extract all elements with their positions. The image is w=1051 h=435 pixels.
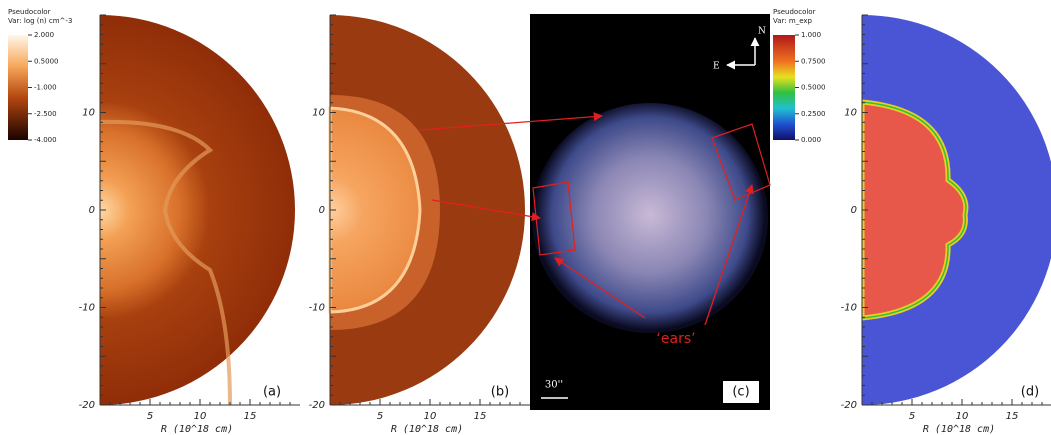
- panel-label-box: [254, 381, 290, 403]
- y-tick-label: -20: [841, 400, 857, 411]
- colorbar-title: Pseudocolor: [8, 8, 51, 16]
- colorbar-variable: Var: log (n) cm^-3: [8, 17, 72, 25]
- panel-label: (d): [1021, 385, 1039, 400]
- x-tick-label: 15: [474, 411, 487, 422]
- colorbar-variable: Var: m_exp: [773, 17, 813, 25]
- arrow: [419, 112, 603, 131]
- x-axis-label: R (10^18 cm): [923, 424, 995, 435]
- ear-box: [711, 123, 771, 201]
- y-tick-label: -10: [309, 303, 325, 314]
- colorbar-label: 0.5000: [34, 57, 59, 65]
- ejecta: [328, 106, 422, 314]
- arrow: [704, 184, 754, 326]
- x-tick-label: 5: [147, 411, 153, 422]
- colorbar-label: 0.2500: [801, 110, 826, 118]
- x-tick-label: 10: [194, 411, 207, 422]
- x-tick-label: 15: [1006, 411, 1019, 422]
- y-tick-label: 10: [844, 108, 857, 119]
- x-axis-label: R (10^18 cm): [161, 424, 233, 435]
- scale-label: 30'': [545, 380, 563, 391]
- colorbar-label: -4.000: [34, 136, 57, 144]
- north-label: N: [758, 27, 766, 37]
- colorbar-label: -1.000: [34, 84, 57, 92]
- y-tick-label: 0: [89, 205, 95, 216]
- x-tick-label: 15: [244, 411, 257, 422]
- panel-label: (c): [732, 385, 749, 400]
- colorbar-label: 0.5000: [801, 84, 826, 92]
- east-label: E: [713, 62, 720, 72]
- colorbar: [8, 35, 28, 140]
- x-tick-label: 10: [424, 411, 437, 422]
- x-tick-label: 10: [956, 411, 969, 422]
- colorbar-label: 0.7500: [801, 57, 826, 65]
- mixing-layer: [862, 101, 967, 319]
- x-axis-label: R (10^18 cm): [391, 424, 463, 435]
- x-tick-label: 5: [909, 411, 915, 422]
- remnant: [532, 103, 768, 333]
- colorbar-label: 2.000: [34, 31, 54, 39]
- y-tick-label: 0: [319, 205, 325, 216]
- panel-label: (a): [263, 385, 281, 400]
- y-tick-label: 0: [851, 205, 857, 216]
- shock-front: [99, 119, 232, 406]
- arrow: [554, 257, 646, 319]
- y-tick-label: -20: [79, 400, 95, 411]
- colorbar: [773, 35, 795, 140]
- y-tick-label: 10: [312, 108, 325, 119]
- colorbar-title: Pseudocolor: [773, 8, 816, 16]
- ears-label: ‘ears’: [656, 331, 695, 347]
- x-tick-label: 5: [377, 411, 383, 422]
- colorbar-label: 0.000: [801, 136, 821, 144]
- density-map: [100, 15, 295, 405]
- colorbar-label: 1.000: [801, 31, 821, 39]
- y-tick-label: -10: [79, 303, 95, 314]
- panel-label: (b): [491, 385, 509, 400]
- ear-box: [532, 181, 576, 256]
- colorbar-label: -2.500: [34, 110, 57, 118]
- panel-label-box: [1012, 381, 1048, 403]
- arrow: [431, 199, 541, 222]
- y-tick-label: 10: [82, 108, 95, 119]
- panel-label-box: [723, 381, 759, 403]
- y-tick-label: -20: [309, 400, 325, 411]
- y-tick-label: -10: [841, 303, 857, 314]
- panel-label-box: [482, 381, 518, 403]
